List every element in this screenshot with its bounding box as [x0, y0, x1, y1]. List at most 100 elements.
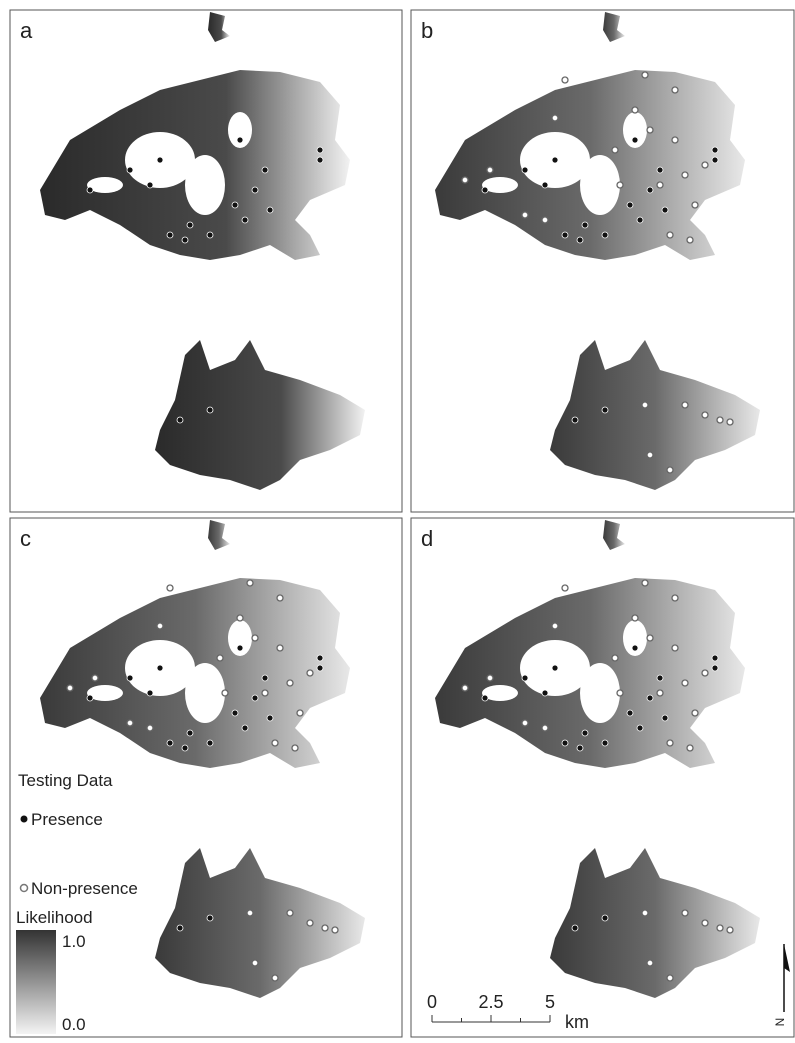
non-presence-point	[462, 685, 468, 691]
non-presence-point	[222, 690, 228, 696]
presence-point	[637, 725, 643, 731]
non-presence-point	[217, 655, 223, 661]
non-presence-point	[647, 635, 653, 641]
presence-point	[602, 915, 608, 921]
non-presence-point	[92, 675, 98, 681]
presence-point	[242, 725, 248, 731]
non-presence-point	[672, 87, 678, 93]
presence-point	[237, 137, 243, 143]
non-presence-point	[702, 920, 708, 926]
presence-point	[632, 137, 638, 143]
non-presence-point	[647, 452, 653, 458]
presence-point	[542, 182, 548, 188]
non-presence-point	[682, 402, 688, 408]
non-presence-point	[727, 419, 733, 425]
non-presence-point	[147, 725, 153, 731]
non-presence-point	[612, 655, 618, 661]
panel-d: d	[411, 518, 794, 1037]
non-presence-point	[262, 690, 268, 696]
presence-point	[637, 217, 643, 223]
presence-point	[602, 740, 608, 746]
non-presence-point	[687, 237, 693, 243]
non-presence-point	[727, 927, 733, 933]
non-presence-point	[667, 740, 673, 746]
non-presence-point	[562, 77, 568, 83]
north-arrow: N	[773, 944, 790, 1026]
presence-point	[157, 665, 163, 671]
non-presence-point	[682, 172, 688, 178]
non-presence-point	[612, 147, 618, 153]
presence-point	[627, 710, 633, 716]
non-presence-point	[542, 217, 548, 223]
non-presence-point	[642, 910, 648, 916]
non-presence-point	[307, 670, 313, 676]
presence-point	[522, 167, 528, 173]
non-presence-point	[667, 975, 673, 981]
non-presence-point	[617, 690, 623, 696]
non-presence-point	[252, 960, 258, 966]
non-presence-point	[717, 925, 723, 931]
non-presence-point	[247, 580, 253, 586]
legend-title: Testing Data	[18, 771, 113, 790]
presence-point	[252, 187, 258, 193]
non-presence-point	[487, 167, 493, 173]
non-presence-point	[272, 975, 278, 981]
non-presence-point	[277, 645, 283, 651]
non-presence-point	[237, 615, 243, 621]
presence-point	[627, 202, 633, 208]
presence-point	[127, 675, 133, 681]
presence-point	[177, 925, 183, 931]
presence-point	[562, 232, 568, 238]
presence-point	[262, 167, 268, 173]
presence-point	[187, 730, 193, 736]
presence-point	[602, 232, 608, 238]
presence-point	[207, 915, 213, 921]
presence-point	[187, 222, 193, 228]
panel-label: b	[421, 18, 433, 43]
non-presence-point	[332, 927, 338, 933]
non-presence-point	[277, 595, 283, 601]
non-presence-point	[247, 910, 253, 916]
presence-point	[207, 407, 213, 413]
presence-symbol	[21, 816, 28, 823]
presence-point	[647, 695, 653, 701]
non-presence-point	[672, 645, 678, 651]
presence-point	[232, 202, 238, 208]
non-presence-point	[287, 680, 293, 686]
non-presence-point	[702, 670, 708, 676]
terrain	[40, 12, 365, 490]
presence-point	[317, 157, 323, 163]
panel-a: a	[10, 10, 402, 512]
presence-point	[127, 167, 133, 173]
presence-point	[267, 715, 273, 721]
presence-point	[542, 690, 548, 696]
presence-point	[167, 232, 173, 238]
presence-point	[242, 217, 248, 223]
non-presence-point	[682, 910, 688, 916]
non-presence-point	[252, 635, 258, 641]
presence-point	[207, 232, 213, 238]
scale-unit: km	[565, 1012, 589, 1032]
non-presence-point	[157, 623, 163, 629]
panel-label: c	[20, 526, 31, 551]
non-presence-symbol	[21, 885, 28, 892]
non-presence-point	[167, 585, 173, 591]
scale-tick-label: 0	[427, 992, 437, 1012]
non-presence-point	[667, 232, 673, 238]
presence-point	[252, 695, 258, 701]
presence-point	[182, 237, 188, 243]
presence-point	[157, 157, 163, 163]
presence-point	[232, 710, 238, 716]
panel-label: a	[20, 18, 33, 43]
legend-non-presence: Non-presence	[31, 879, 138, 898]
non-presence-point	[702, 412, 708, 418]
presence-point	[87, 695, 93, 701]
presence-point	[147, 690, 153, 696]
non-presence-point	[657, 182, 663, 188]
non-presence-point	[287, 910, 293, 916]
non-presence-point	[657, 690, 663, 696]
non-presence-point	[692, 202, 698, 208]
non-presence-point	[67, 685, 73, 691]
non-presence-point	[647, 127, 653, 133]
presence-point	[657, 167, 663, 173]
